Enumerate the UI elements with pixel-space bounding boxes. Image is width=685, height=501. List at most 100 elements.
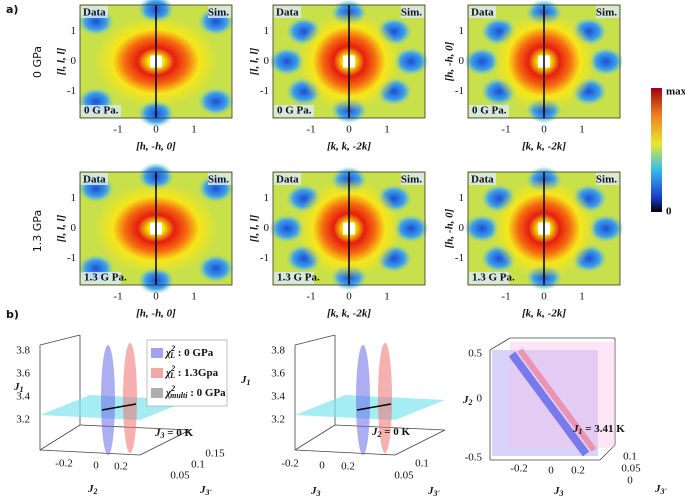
tag-bg [596, 6, 619, 18]
y-axis-label: [h, -h, 0] [444, 41, 456, 81]
y-tick-label: 0.05 [170, 470, 190, 482]
z-tick-label: 3.8 [16, 345, 30, 357]
y-tick-label: -1 [67, 85, 76, 97]
x-tick-label: 1 [579, 291, 585, 303]
tag-bg [596, 173, 619, 185]
z-axis-label-symbol: J [13, 381, 20, 393]
y-axis-label: [l, l, l] [249, 214, 261, 242]
y-axis-label: [l, l, l] [249, 47, 261, 75]
y-tick-label: -1 [260, 85, 269, 97]
legend-entry-sup: 2 [170, 384, 175, 393]
z-axis-label-sub: 1 [247, 378, 251, 387]
tag: Data [471, 174, 494, 186]
x-tick-label: 1 [579, 124, 585, 136]
annotation: J1 = 3.41 K [572, 423, 625, 436]
tag: Data [83, 174, 106, 186]
box-edge [294, 449, 396, 456]
annotation: J3 = 0 K [154, 427, 194, 440]
y-tick-label: 0 [71, 222, 77, 234]
y-axis-label-symbol: J [199, 484, 206, 496]
x-tick-label: -1 [113, 291, 122, 303]
z-axis-label-sub: 2 [468, 398, 473, 407]
y-tick-label: 0.1 [191, 459, 205, 471]
z-axis-label-symbol: J [462, 394, 469, 406]
tag-bg [469, 105, 509, 117]
y-tick-label: 1 [459, 25, 465, 37]
tag-bg [81, 173, 108, 185]
y-tick-label: 0 [459, 55, 465, 67]
tag: Sim. [596, 174, 617, 186]
z-axis-label: J2 [462, 394, 473, 407]
x-tick-label: -0.2 [281, 458, 298, 470]
y-axis-label-sub: 3' [660, 487, 668, 496]
x-axis-label-sub: 3 [316, 489, 321, 498]
y-tick-label: 1 [71, 25, 77, 37]
y-tick-label: 0.05 [394, 470, 414, 482]
tag: Sim. [596, 7, 617, 19]
panel-frame [467, 171, 621, 286]
legend-entry-rest: : 0 GPa [187, 387, 226, 399]
region-0gpa [508, 351, 590, 457]
y-axis-label: [l, l, l] [56, 214, 68, 242]
annotation-sub: 2 [377, 430, 382, 439]
y-tick-label: 0.1 [623, 451, 637, 463]
colorbar-label: max [666, 86, 685, 98]
tag-bg [81, 6, 108, 18]
x-axis-label-symbol: J [310, 485, 317, 497]
part-label: b) [6, 308, 19, 321]
tag-bg [469, 272, 509, 284]
region-0gpa [101, 345, 115, 455]
z-tick-label: 0 [477, 393, 483, 405]
x-tick-label: 0.2 [341, 461, 355, 473]
pressure-tag: 1.3 G Pa. [472, 272, 515, 284]
region-0gpa [356, 345, 370, 455]
x-tick-label: 0 [153, 291, 159, 303]
box-edge [39, 424, 81, 451]
y-tick-label: 1 [71, 192, 77, 204]
y-axis-label-symbol: J [427, 485, 434, 497]
y-tick-label: 0.1 [415, 458, 429, 470]
heatmap-blob [198, 254, 234, 283]
tag-bg [81, 105, 121, 117]
z-tick-label: 0.5 [468, 348, 482, 360]
x-tick-label: 1 [191, 124, 197, 136]
y-tick-label: 1 [459, 192, 465, 204]
box-edge [139, 429, 191, 456]
y-axis-label: J3' [199, 484, 213, 497]
legend-entry-symbol: χ [164, 367, 172, 379]
y-tick-label: 0.05 [621, 463, 641, 475]
heatmap-blob [464, 214, 500, 243]
y-tick-label: 0.15 [205, 448, 225, 460]
panel-frame [272, 4, 426, 119]
fit-line [101, 403, 137, 411]
box-edge [39, 449, 141, 456]
tag-bg [274, 272, 314, 284]
annotation-rest: = 0 K [382, 426, 411, 438]
x-axis-label: J3 [553, 485, 564, 498]
x-axis-label: [k, k, -2k] [327, 308, 371, 320]
legend-entry: χ2 L : 0 GPa [164, 344, 214, 360]
x-tick-label: 0 [153, 124, 159, 136]
x-axis-label: [k, k, -2k] [522, 308, 566, 320]
x-axis-label-symbol: J [87, 483, 94, 495]
heatmap-blob [198, 87, 234, 116]
tag-bg [469, 6, 496, 18]
box-edge [294, 334, 336, 346]
y-axis-label: [h, -h, 0] [444, 208, 456, 248]
annotation-sub: 3 [160, 431, 165, 440]
y-axis-label-sub: 3' [205, 488, 213, 497]
x-tick-label: 0 [346, 291, 352, 303]
tag-bg [208, 6, 231, 18]
legend-entry: χ2 L : 1.3Gpa [164, 364, 219, 380]
y-tick-label: -1 [260, 252, 269, 264]
annotation: J2 = 0 K [371, 426, 411, 439]
tag: Data [276, 174, 299, 186]
z-axis-label: J1 [240, 374, 251, 387]
tag: Sim. [208, 7, 229, 19]
y-tick-label: 0 [264, 55, 270, 67]
x-axis-label: [k, k, -2k] [522, 141, 566, 153]
y-tick-label: 0 [264, 222, 270, 234]
z-tick-label: 3.6 [16, 368, 30, 380]
x-axis-label-sub: 3 [559, 489, 564, 498]
